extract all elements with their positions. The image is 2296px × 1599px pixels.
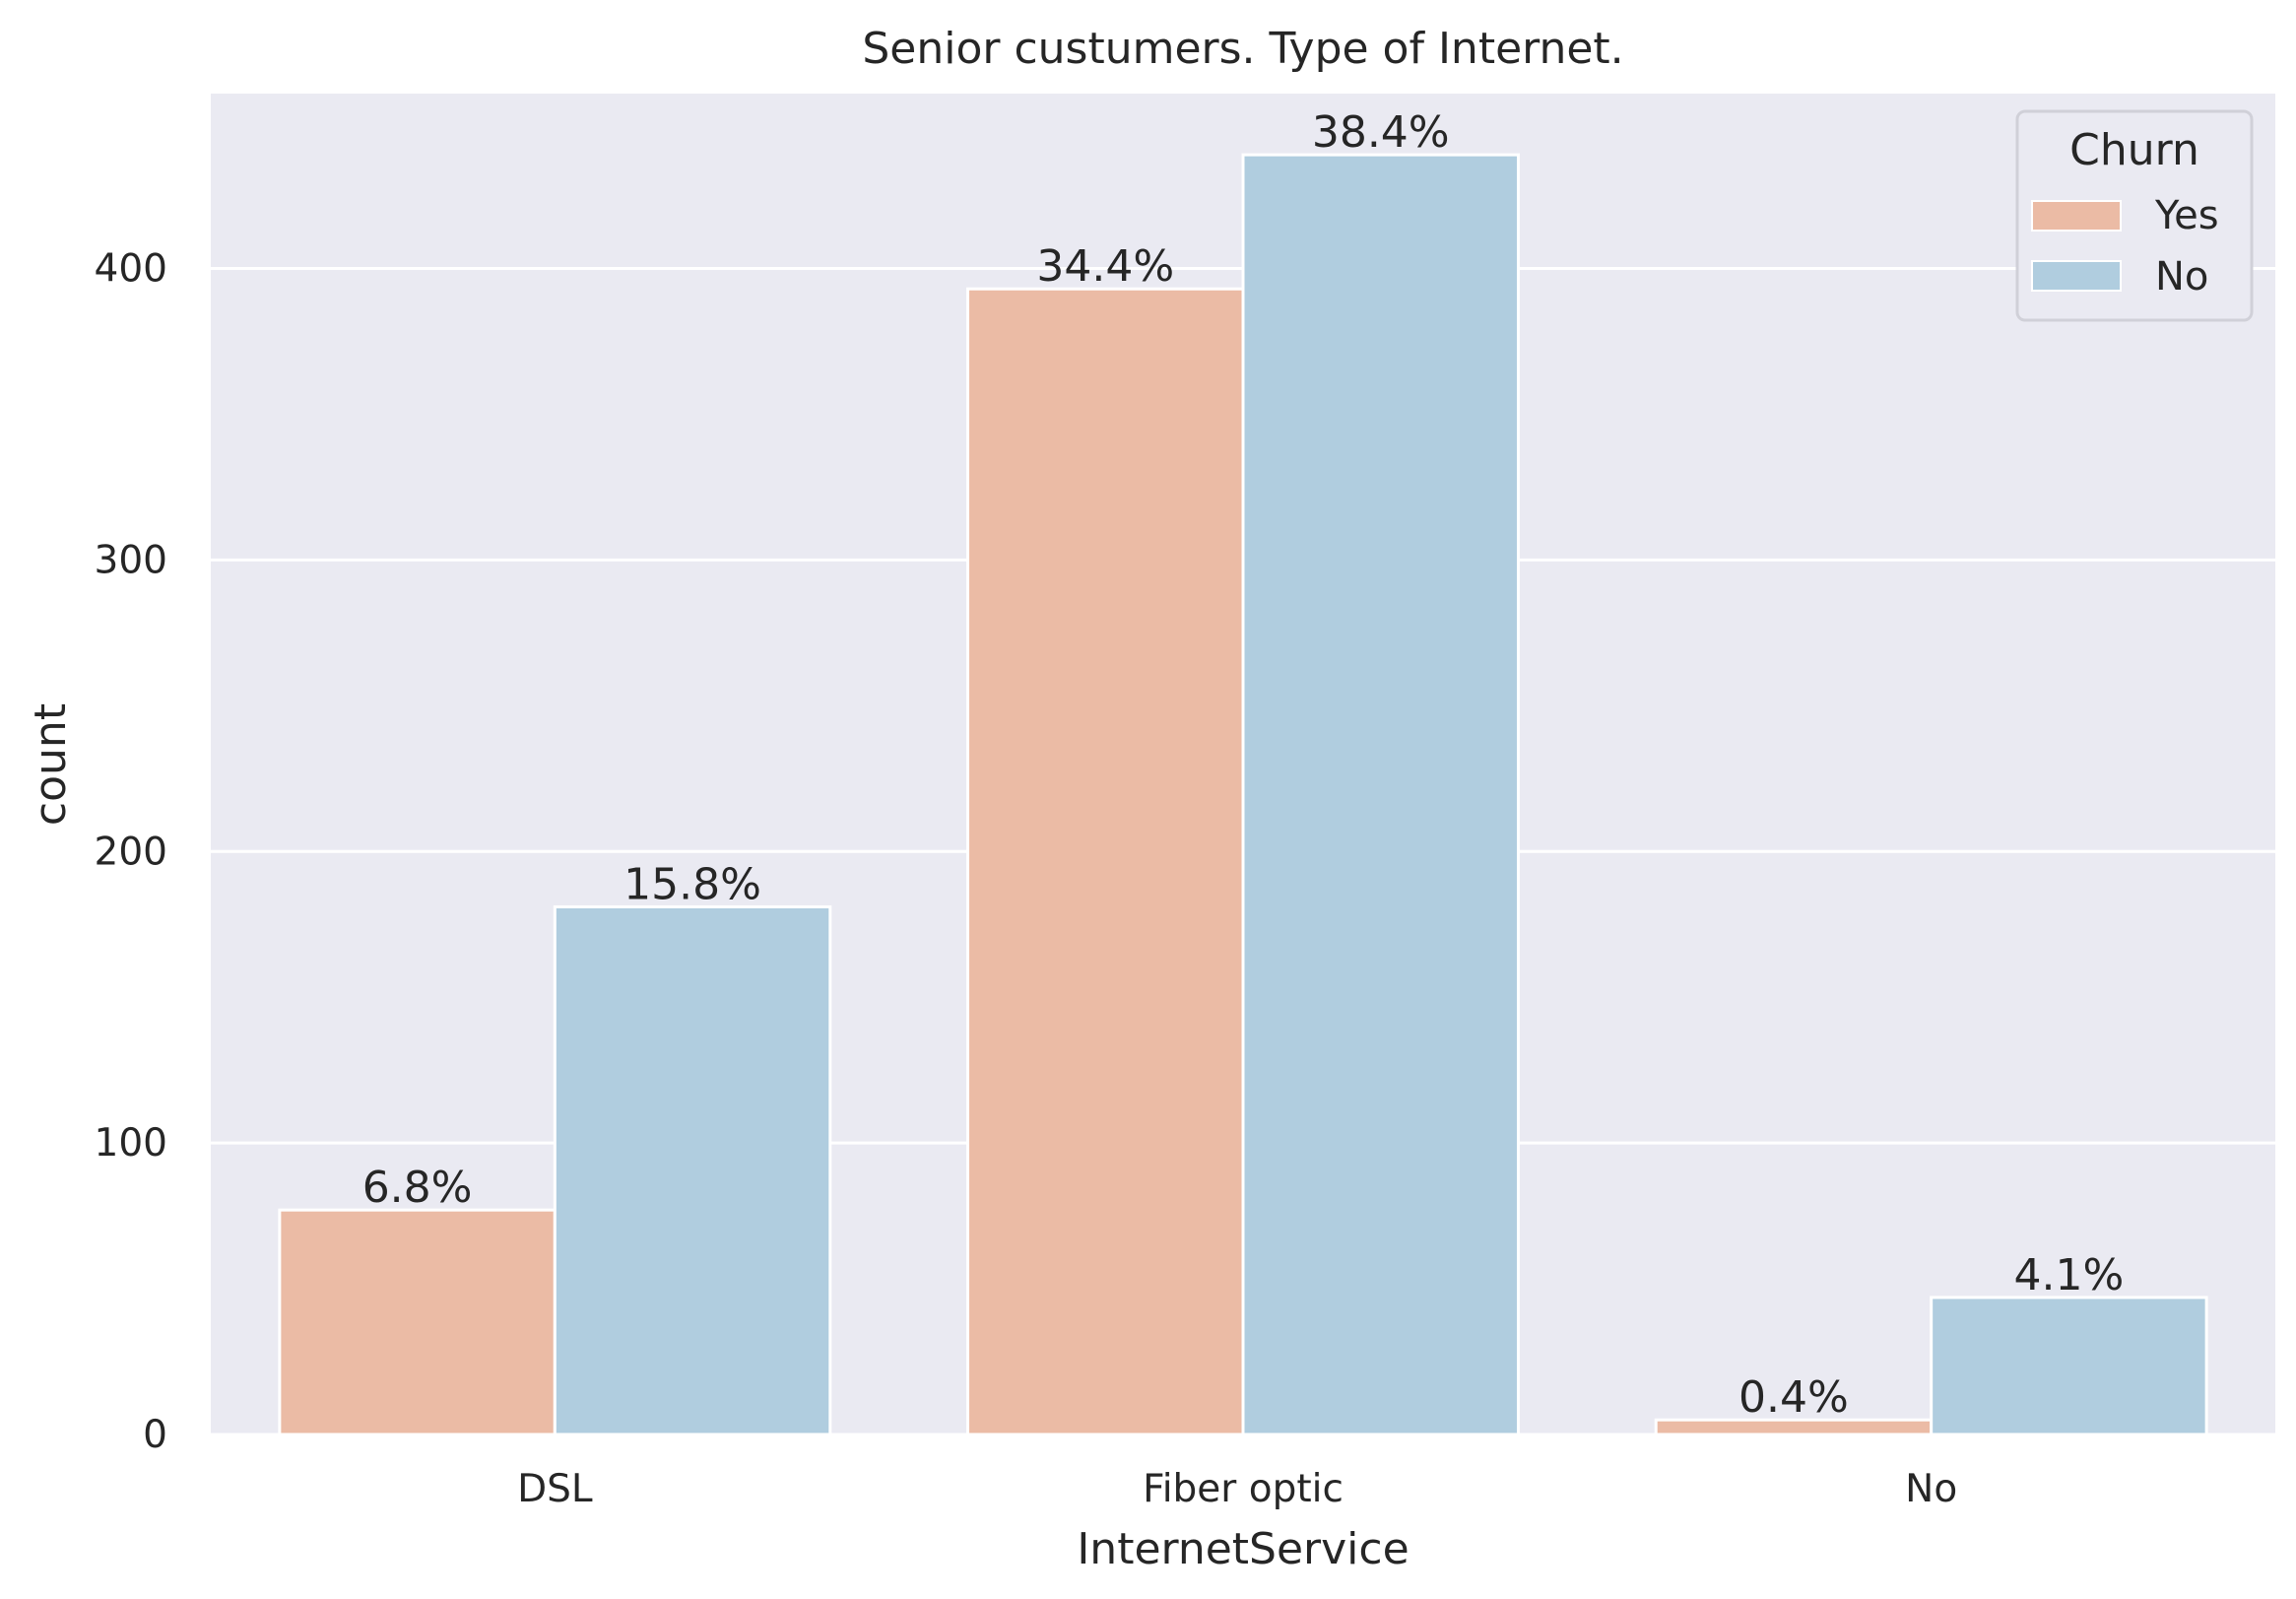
- y-tick-label: 200: [95, 830, 167, 874]
- bar-labels: 6.8% 15.8% 34.4% 38.4% 0.4% 4.1%: [362, 107, 2125, 1423]
- bar-dsl-yes: [278, 1208, 557, 1436]
- bars: [278, 153, 2208, 1436]
- x-tick-label: No: [1905, 1467, 1957, 1511]
- bar-value-label: 34.4%: [1036, 241, 1174, 292]
- x-axis-label: InternetService: [1077, 1524, 1409, 1574]
- bar-no-no: [1930, 1296, 2208, 1436]
- y-tick-labels: 0 100 200 300 400: [95, 247, 167, 1457]
- legend-swatch-yes: [2031, 200, 2122, 232]
- bar-value-label: 0.4%: [1738, 1372, 1849, 1423]
- legend-title: Churn: [2069, 125, 2199, 175]
- y-tick-label: 300: [95, 538, 167, 582]
- legend: Churn Yes No: [2015, 109, 2254, 322]
- legend-swatch-no: [2031, 260, 2122, 292]
- legend-label-no: No: [2155, 254, 2208, 300]
- y-tick-label: 400: [95, 247, 167, 292]
- x-tick-label: DSL: [517, 1467, 593, 1511]
- x-tick-labels: DSL Fiber optic No: [517, 1467, 1957, 1511]
- bar-value-label: 6.8%: [362, 1163, 473, 1213]
- bar-fiber-optic-yes: [966, 287, 1245, 1436]
- y-axis-label: count: [26, 703, 76, 826]
- legend-label-yes: Yes: [2154, 193, 2219, 238]
- x-tick-label: Fiber optic: [1143, 1467, 1344, 1511]
- chart-title: Senior custumers. Type of Internet.: [862, 24, 1623, 74]
- y-tick-label: 0: [143, 1413, 167, 1457]
- bar-value-label: 38.4%: [1312, 107, 1450, 158]
- bar-dsl-no: [553, 904, 832, 1436]
- bar-fiber-optic-no: [1241, 153, 1520, 1436]
- y-tick-label: 100: [95, 1121, 167, 1166]
- bar-value-label: 15.8%: [623, 859, 761, 909]
- bar-value-label: 4.1%: [2014, 1250, 2125, 1300]
